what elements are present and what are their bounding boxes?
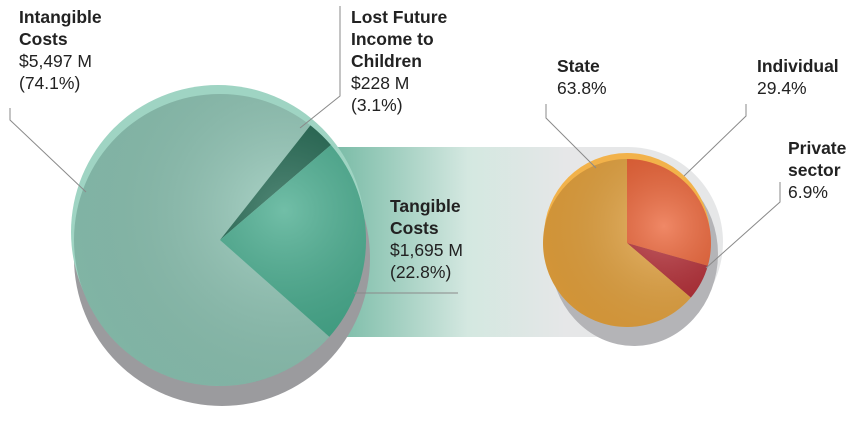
slice-name: Individual xyxy=(757,56,839,76)
slice-percent: (22.8%) xyxy=(390,262,452,282)
slice-name: Private sector xyxy=(788,138,847,180)
slice-amount: $5,497 M xyxy=(19,51,92,71)
slice-percent: 6.9% xyxy=(788,182,828,202)
label-state: State 63.8% xyxy=(557,55,607,99)
slice-percent: (3.1%) xyxy=(351,95,403,115)
label-lost-future-income: Lost Future Income to Children $228 M (3… xyxy=(351,6,447,116)
leader-intangible xyxy=(9,108,87,193)
leader-lines xyxy=(9,6,781,294)
slice-name: State xyxy=(557,56,600,76)
leader-lost xyxy=(299,6,341,129)
label-individual: Individual 29.4% xyxy=(757,55,839,99)
slice-percent: 63.8% xyxy=(557,78,607,98)
leader-individual xyxy=(683,104,747,177)
slice-amount: $228 M xyxy=(351,73,410,93)
label-private-sector: Private sector 6.9% xyxy=(788,137,846,203)
slice-name: Tangible Costs xyxy=(390,196,461,238)
leader-private xyxy=(705,182,781,269)
slice-name: Lost Future Income to Children xyxy=(351,7,448,71)
pie-main-gloss xyxy=(74,94,366,386)
label-intangible-costs: Intangible Costs $5,497 M (74.1%) xyxy=(19,6,102,94)
pie-payer-gloss xyxy=(543,159,711,327)
slice-percent: (74.1%) xyxy=(19,73,81,93)
label-tangible-costs: Tangible Costs $1,695 M (22.8%) xyxy=(390,195,463,283)
leader-state xyxy=(545,104,597,169)
slice-name: Intangible Costs xyxy=(19,7,102,49)
slice-amount: $1,695 M xyxy=(390,240,463,260)
slice-percent: 29.4% xyxy=(757,78,807,98)
